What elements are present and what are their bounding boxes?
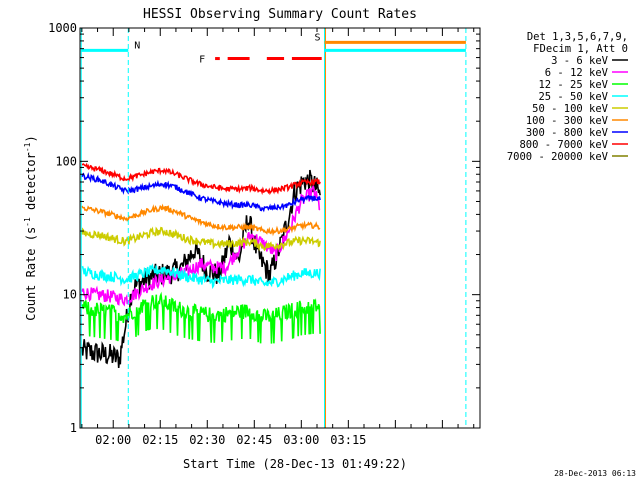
series-3 <box>81 291 321 344</box>
series-6 <box>81 203 321 237</box>
x-tick-label: 02:30 <box>189 433 225 447</box>
night-marker-label: N <box>134 40 140 51</box>
night-interval: N <box>80 28 140 428</box>
x-tick-label: 03:00 <box>283 433 319 447</box>
legend-header-line-2: FDecim 1, Att 0 <box>533 43 628 55</box>
series-line-4 <box>81 263 321 290</box>
y-axis-label: Count Rate (s-1 detector-1) <box>23 135 38 320</box>
saa-interval: S <box>314 28 467 428</box>
y-tick-label: 1 <box>70 421 77 435</box>
legend-label-4: 25 - 50 keV <box>538 91 608 103</box>
y-tick-label: 1000 <box>48 21 77 35</box>
legend-label-6: 100 - 300 keV <box>526 115 609 127</box>
legend-label-1: 3 - 6 keV <box>551 55 609 67</box>
legend-label-3: 12 - 25 keV <box>538 79 608 91</box>
legend-label-5: 50 - 100 keV <box>532 103 609 115</box>
plot-area: N S F <box>80 28 467 428</box>
flare-interval: F <box>199 55 322 66</box>
series-8 <box>81 162 321 196</box>
series-line-2 <box>81 184 321 307</box>
legend-label-7: 300 - 800 keV <box>526 127 609 139</box>
y-tick-label: 10 <box>63 288 77 302</box>
series-4 <box>81 263 321 290</box>
legend-header-line-1: Det 1,3,5,6,7,9, <box>527 31 628 43</box>
series-2 <box>81 184 321 307</box>
y-tick-label: 100 <box>55 154 77 168</box>
series-line-3 <box>81 291 321 344</box>
legend: Det 1,3,5,6,7,9, FDecim 1, Att 0 3 - 6 k… <box>507 31 628 163</box>
x-tick-label: 03:15 <box>330 433 366 447</box>
plot-frame <box>79 27 481 429</box>
x-tick-label: 02:00 <box>95 433 131 447</box>
x-axis-label: Start Time (28-Dec-13 01:49:22) <box>183 457 407 471</box>
series-line-6 <box>81 203 321 237</box>
timestamp: 28-Dec-2013 06:13 <box>554 469 636 478</box>
x-tick-label: 02:45 <box>236 433 272 447</box>
legend-label-9: 7000 - 20000 keV <box>507 151 609 163</box>
chart-title: HESSI Observing Summary Count Rates <box>143 7 417 22</box>
series-7 <box>81 172 321 213</box>
x-tick-label: 02:15 <box>142 433 178 447</box>
legend-label-2: 6 - 12 keV <box>545 67 609 79</box>
saa-marker-label: S <box>314 32 320 43</box>
series-line-8 <box>81 162 321 196</box>
series-line-5 <box>81 226 321 252</box>
legend-label-8: 800 - 7000 keV <box>519 139 608 151</box>
series-line-7 <box>81 172 321 213</box>
flare-marker-label: F <box>199 55 205 66</box>
axes: 1 10 100 1000 02:00 02:15 02:30 02:45 03:00 03:15 <box>48 21 480 447</box>
series-5 <box>81 226 321 252</box>
